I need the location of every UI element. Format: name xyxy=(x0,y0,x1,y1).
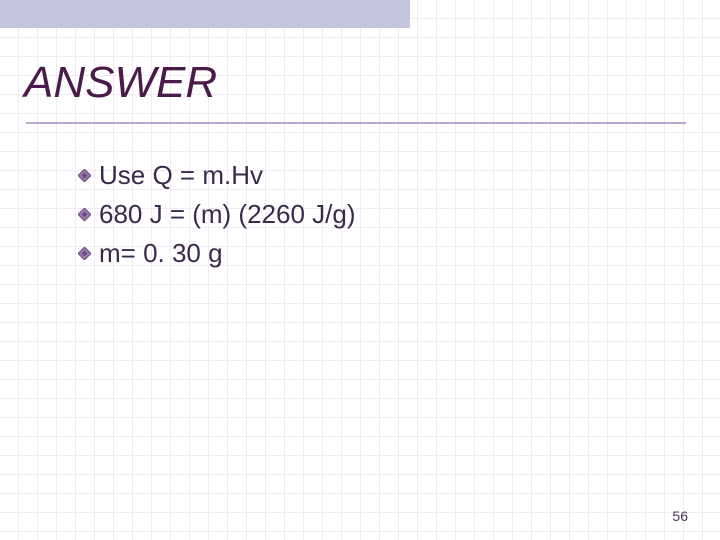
list-item-text: 680 J = (m) (2260 J/g) xyxy=(99,199,356,230)
list-item: m= 0. 30 g xyxy=(78,238,356,269)
page-title: ANSWER xyxy=(24,58,217,108)
diamond-bullet-icon xyxy=(78,169,91,182)
list-item-text: m= 0. 30 g xyxy=(99,238,223,269)
page-number: 56 xyxy=(672,508,688,524)
list-item: Use Q = m.Hv xyxy=(78,160,356,191)
title-underline xyxy=(26,122,686,124)
diamond-bullet-icon xyxy=(78,208,91,221)
list-item-text: Use Q = m.Hv xyxy=(99,160,263,191)
top-bar xyxy=(0,0,410,28)
diamond-bullet-icon xyxy=(78,247,91,260)
list-item: 680 J = (m) (2260 J/g) xyxy=(78,199,356,230)
content-area: Use Q = m.Hv 680 J = (m) (2260 J/g) m= 0… xyxy=(78,160,356,277)
